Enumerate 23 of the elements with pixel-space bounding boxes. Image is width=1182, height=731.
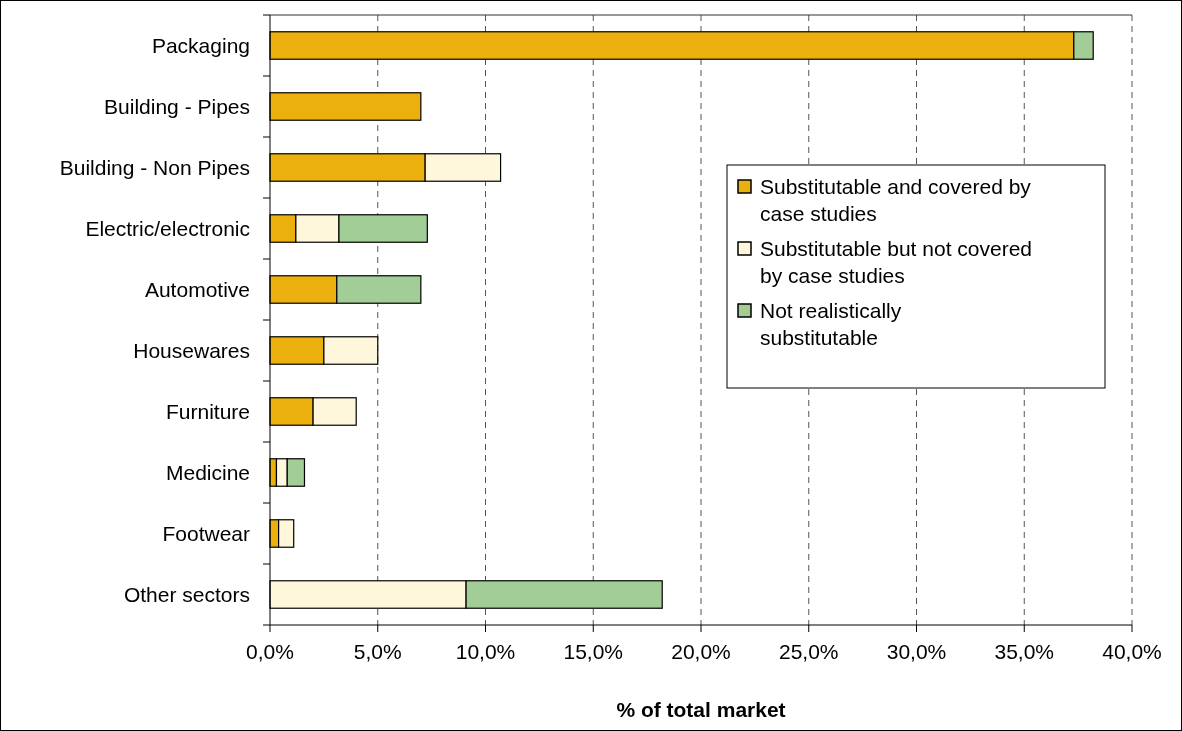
legend-label: Substitutable and covered by case studies <box>760 175 1032 226</box>
x-tick-label: 30,0% <box>886 640 947 663</box>
y-tick-label: Furniture <box>165 399 250 423</box>
x-axis-title: % of total market <box>616 698 786 721</box>
y-tick-label: Housewares <box>133 338 250 362</box>
x-tick-label: 40,0% <box>1102 640 1162 663</box>
x-tick-label: 0,0% <box>246 640 294 663</box>
legend-label: Not realistically substitutable <box>760 299 902 350</box>
y-tick-label: Footwear <box>162 521 250 545</box>
x-tick-label: 35,0% <box>994 640 1055 663</box>
x-tick-label: 20,0% <box>671 640 731 663</box>
y-tick-label: Building - Non Pipes <box>59 155 250 179</box>
y-tick-label: Electric/electronic <box>85 216 250 240</box>
y-tick-label: Other sectors <box>123 582 250 606</box>
x-tick-label: 25,0% <box>778 640 839 663</box>
legend-label: Substitutable but not covered by case studies <box>760 237 1033 288</box>
x-tick-label: 5,0% <box>353 640 402 663</box>
y-tick-label: Packaging <box>151 33 250 57</box>
y-tick-label: Building - Pipes <box>104 94 250 118</box>
y-tick-label: Medicine <box>165 460 250 484</box>
x-tick-label: 10,0% <box>455 640 516 663</box>
y-tick-label: Automotive <box>144 277 250 301</box>
x-tick-label: 15,0% <box>563 640 624 663</box>
